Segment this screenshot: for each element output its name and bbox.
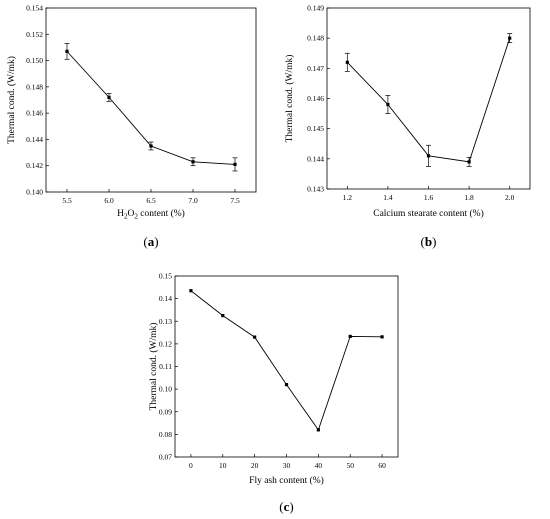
data-point xyxy=(316,428,320,432)
y-tick-label: 0.144 xyxy=(307,154,324,163)
x-tick-label: 7.0 xyxy=(188,196,198,205)
plot-frame xyxy=(45,7,257,193)
panel-label: (c) xyxy=(279,499,293,514)
x-tick-label: 1.6 xyxy=(424,193,434,202)
y-tick-label: 0.145 xyxy=(307,124,324,133)
x-tick-label: 6.0 xyxy=(104,196,114,205)
data-point xyxy=(426,154,431,158)
plot-frame xyxy=(174,275,399,458)
y-tick-label: 0.146 xyxy=(307,94,324,103)
data-point xyxy=(191,160,195,164)
data-point xyxy=(467,160,471,164)
chart-panel-2: 1.2 1.4 1.6 1.8 2.0 0.143 0.144 0.145 0.146 0.147… xyxy=(284,4,531,249)
data-point xyxy=(284,383,289,387)
y-tick-label: 0.143 xyxy=(307,185,324,194)
y-tick-label: 0.147 xyxy=(307,64,324,73)
y-tick-label: 0.140 xyxy=(26,188,43,197)
y-tick-label: 0.07 xyxy=(159,453,172,462)
y-tick-label: 0.149 xyxy=(307,4,324,13)
y-tick-label: 0.08 xyxy=(159,430,172,439)
data-point xyxy=(253,335,257,339)
x-tick-label: 2.0 xyxy=(505,193,515,202)
x-axis-label: Fly ash content (%) xyxy=(249,475,324,486)
data-point xyxy=(233,162,237,166)
y-tick-label: 0.148 xyxy=(26,82,43,91)
data-point xyxy=(508,36,512,40)
x-tick-label: 20 xyxy=(251,461,259,470)
x-tick-label: 6.5 xyxy=(146,196,156,205)
y-tick-label: 0.142 xyxy=(26,161,43,170)
y-tick-label: 0.154 xyxy=(26,4,43,13)
data-point xyxy=(348,334,352,339)
y-tick-label: 0.150 xyxy=(26,56,43,65)
x-axis-label: H2O2 content (%) xyxy=(117,208,185,221)
data-point xyxy=(107,95,111,99)
y-axis-label: Thermal cond. (W/mk) xyxy=(6,56,17,144)
x-tick-label: 5.5 xyxy=(62,196,72,205)
y-tick-label: 0.144 xyxy=(26,135,43,144)
data-point xyxy=(189,289,193,293)
x-tick-label: 7.5 xyxy=(230,196,240,205)
x-tick-label: 1.8 xyxy=(464,193,474,202)
y-tick-label: 0.146 xyxy=(26,109,43,118)
y-tick-label: 0.15 xyxy=(159,272,172,281)
data-point xyxy=(345,60,349,64)
x-tick-label: 60 xyxy=(378,461,386,470)
x-tick-label: 10 xyxy=(219,461,227,470)
data-point xyxy=(221,313,225,318)
data-point xyxy=(386,102,390,107)
y-axis-label: Thermal cond. (W/mk) xyxy=(148,323,159,411)
data-point xyxy=(380,335,384,339)
series-line xyxy=(346,38,511,163)
data-point xyxy=(65,49,69,53)
y-tick-label: 0.14 xyxy=(159,294,172,303)
chart-panel-3: 0 10 20 30 40 50 60 0.07 0.08 0.09 0.10 0.11 0.12 0.1… xyxy=(148,272,399,514)
x-tick-label: 50 xyxy=(346,461,354,470)
data-point xyxy=(149,144,153,148)
x-tick-label: 0 xyxy=(189,461,193,470)
y-tick-label: 0.148 xyxy=(307,34,324,43)
y-axis-label: Thermal cond. (W/mk) xyxy=(284,55,295,143)
x-tick-label: 1.4 xyxy=(383,193,393,202)
series-line xyxy=(190,290,383,431)
x-axis-label: Calcium stearate content (%) xyxy=(373,208,484,219)
chart-panel-1: 5.5 6.0 6.5 7.0 7.5 0.140 0.142 0.144 0.146 0.148… xyxy=(6,4,257,249)
x-tick-label: 30 xyxy=(283,461,291,470)
y-tick-label: 0.11 xyxy=(159,362,172,371)
y-tick-label: 0.10 xyxy=(159,385,172,394)
y-tick-label: 0.152 xyxy=(26,30,43,39)
y-tick-label: 0.09 xyxy=(159,407,172,416)
x-tick-label: 1.2 xyxy=(343,193,353,202)
panel-label: (a) xyxy=(143,234,158,249)
y-tick-label: 0.13 xyxy=(159,317,172,326)
y-tick-label: 0.12 xyxy=(159,339,172,348)
x-tick-label: 40 xyxy=(315,461,323,470)
panel-label: (b) xyxy=(421,234,437,249)
